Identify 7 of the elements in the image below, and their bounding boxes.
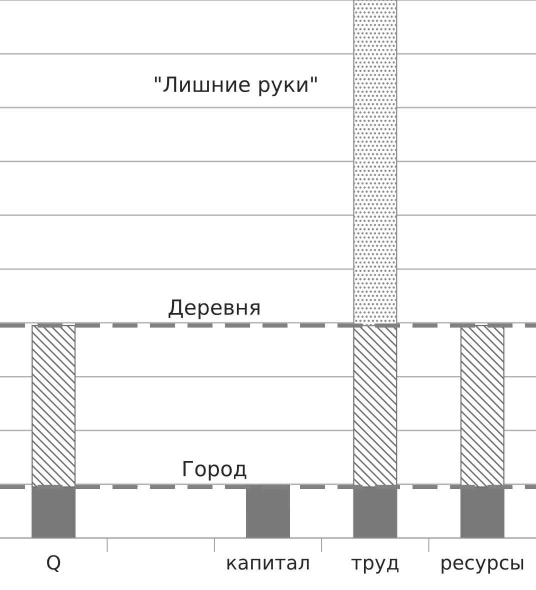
x-tick-label: капитал (227, 558, 309, 570)
x-tick-label: ресурсы (442, 558, 524, 574)
x-tick-label: Q (47, 555, 60, 572)
ref-line-label: Город (184, 460, 246, 481)
x-tick-label: труд (351, 558, 398, 574)
annotation: "Лишние руки" (154, 76, 317, 96)
ref-line-label: Деревня (168, 300, 260, 320)
